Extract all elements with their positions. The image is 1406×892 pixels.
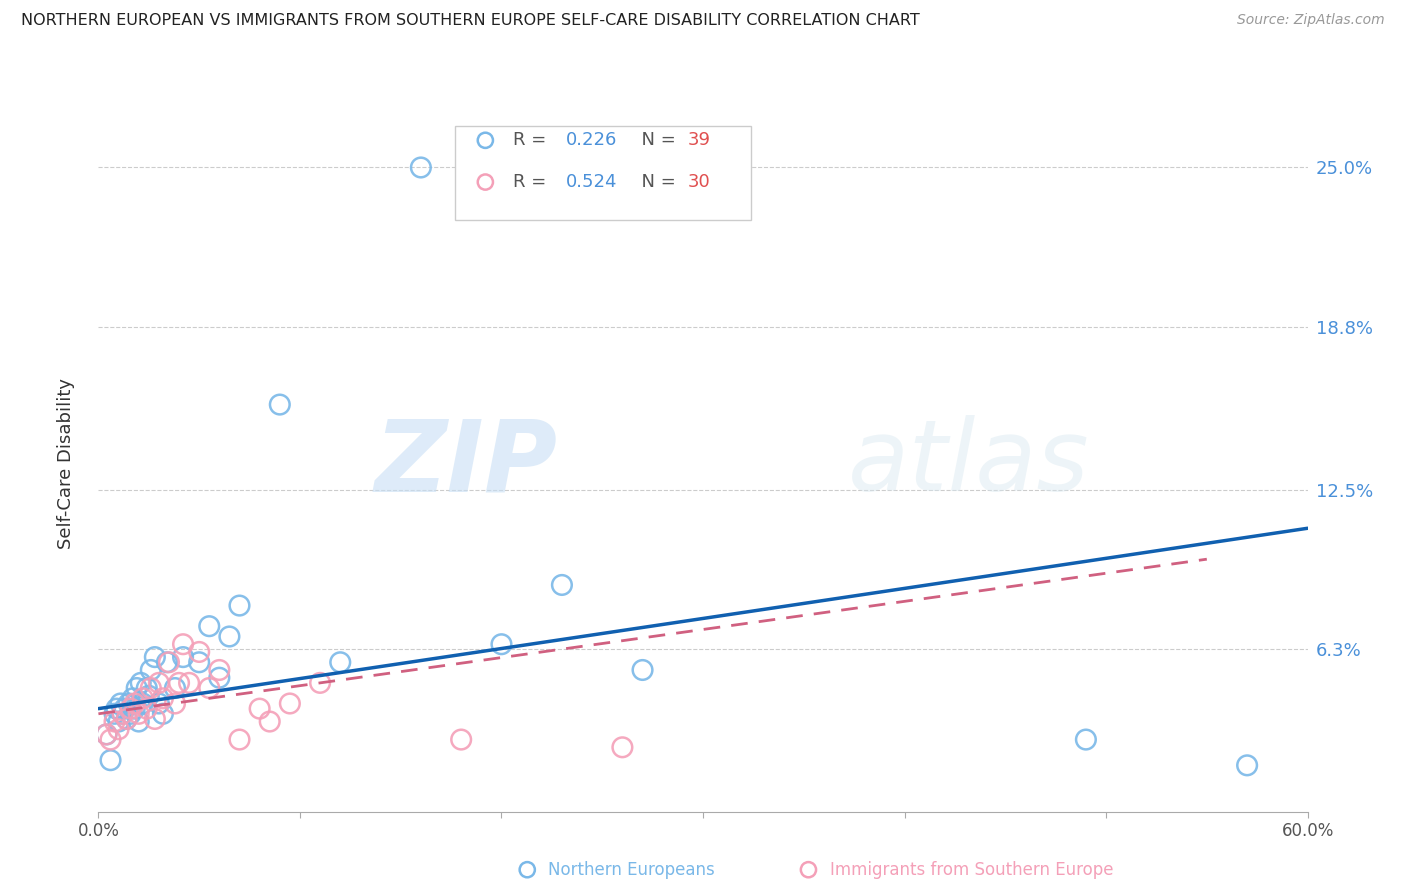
Point: [128, 706, 150, 721]
Point: [208, 671, 231, 685]
Point: [129, 676, 152, 690]
Point: [103, 706, 125, 721]
Point: [115, 712, 138, 726]
Point: [132, 697, 155, 711]
Point: [450, 732, 472, 747]
Point: [118, 697, 141, 711]
Point: [139, 681, 162, 695]
Point: [124, 697, 146, 711]
Text: Immigrants from Southern Europe: Immigrants from Southern Europe: [830, 861, 1114, 879]
Point: [100, 732, 122, 747]
Point: [172, 650, 194, 665]
Point: [1236, 758, 1258, 772]
Point: [309, 676, 332, 690]
Point: [167, 676, 190, 690]
Point: [409, 161, 432, 175]
Text: 30: 30: [688, 173, 710, 191]
Text: 0.226: 0.226: [567, 131, 617, 149]
Point: [115, 712, 138, 726]
Point: [120, 706, 142, 721]
Point: [96, 727, 118, 741]
Point: [128, 714, 150, 729]
Point: [188, 645, 211, 659]
Text: atlas: atlas: [848, 416, 1090, 512]
Text: N =: N =: [630, 131, 682, 149]
Text: NORTHERN EUROPEAN VS IMMIGRANTS FROM SOUTHERN EUROPE SELF-CARE DISABILITY CORREL: NORTHERN EUROPEAN VS IMMIGRANTS FROM SOU…: [21, 13, 920, 29]
Point: [1246, 740, 1268, 755]
Point: [107, 714, 129, 729]
Text: 39: 39: [688, 131, 710, 149]
Point: [278, 697, 301, 711]
Text: Source: ZipAtlas.com: Source: ZipAtlas.com: [1237, 13, 1385, 28]
Point: [100, 753, 122, 767]
Point: [269, 398, 291, 412]
Text: R =: R =: [513, 131, 553, 149]
Point: [125, 681, 148, 695]
Point: [172, 637, 194, 651]
Text: ZIP: ZIP: [375, 416, 558, 512]
Point: [179, 676, 201, 690]
Point: [156, 655, 179, 669]
Point: [148, 697, 170, 711]
Point: [152, 706, 174, 721]
Point: [329, 655, 352, 669]
Point: [152, 691, 174, 706]
Point: [1074, 732, 1097, 747]
Point: [198, 619, 221, 633]
Point: [120, 701, 142, 715]
Point: [111, 706, 134, 721]
Point: [135, 681, 157, 695]
Point: [139, 663, 162, 677]
Point: [228, 732, 250, 747]
Point: [208, 663, 231, 677]
Point: [631, 663, 654, 677]
Point: [844, 740, 866, 755]
Point: [491, 637, 513, 651]
Point: [198, 681, 221, 695]
Point: [612, 740, 634, 755]
FancyBboxPatch shape: [456, 127, 751, 220]
Point: [138, 689, 160, 703]
Point: [143, 712, 166, 726]
Point: [163, 681, 186, 695]
Point: [121, 691, 143, 706]
Point: [135, 701, 157, 715]
Point: [103, 714, 125, 729]
Point: [163, 697, 186, 711]
Point: [124, 701, 146, 715]
Point: [110, 697, 132, 711]
Text: R =: R =: [513, 173, 553, 191]
Point: [111, 706, 134, 721]
Point: [107, 723, 129, 737]
Point: [114, 701, 136, 715]
Point: [132, 691, 155, 706]
Point: [143, 650, 166, 665]
Text: Northern Europeans: Northern Europeans: [548, 861, 716, 879]
Point: [259, 714, 281, 729]
Text: 0.524: 0.524: [567, 173, 617, 191]
Point: [188, 655, 211, 669]
Point: [218, 630, 240, 644]
Point: [228, 599, 250, 613]
Point: [157, 655, 180, 669]
Point: [551, 578, 574, 592]
Point: [105, 701, 128, 715]
Text: N =: N =: [630, 173, 682, 191]
Point: [96, 727, 118, 741]
Point: [249, 701, 271, 715]
Point: [148, 676, 170, 690]
Y-axis label: Self-Care Disability: Self-Care Disability: [56, 378, 75, 549]
